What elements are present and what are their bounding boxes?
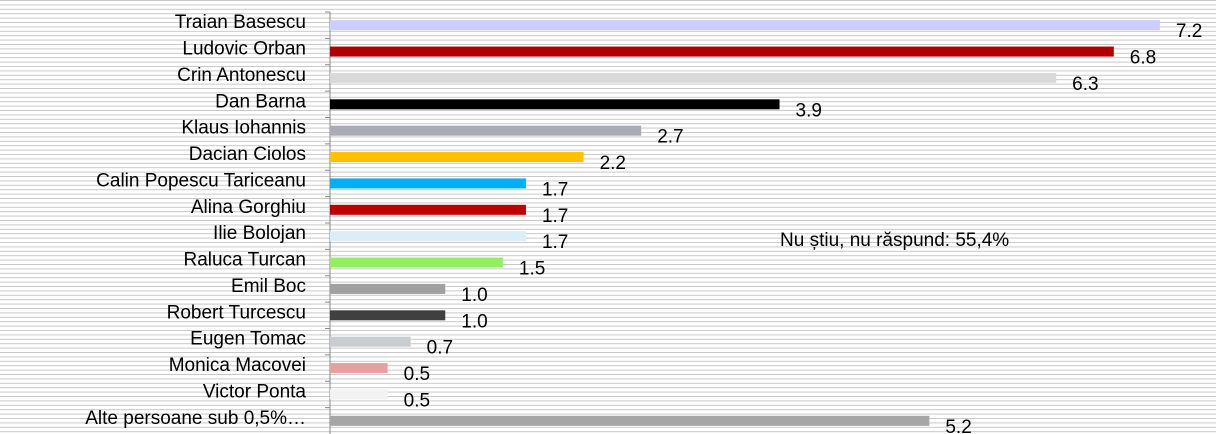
y-tick-label: Calin Popescu Tariceanu bbox=[96, 170, 306, 191]
value-label: 1.7 bbox=[542, 179, 568, 200]
y-tick-label: Ilie Bolojan bbox=[213, 223, 306, 244]
bar bbox=[330, 363, 388, 374]
y-tick-label: Alina Gorghiu bbox=[191, 197, 306, 218]
y-tick-label: Traian Basescu bbox=[175, 12, 306, 33]
y-tick-label: Victor Ponta bbox=[203, 381, 307, 402]
y-tick-label: Emil Boc bbox=[231, 276, 306, 297]
value-label: 1.7 bbox=[542, 206, 568, 227]
y-tick-label: Eugen Tomac bbox=[190, 329, 306, 350]
value-label: 6.8 bbox=[1130, 48, 1156, 69]
bar bbox=[330, 125, 642, 136]
bar bbox=[330, 336, 411, 347]
bar bbox=[330, 283, 446, 294]
y-tick-label: Alte persoane sub 0,5%… bbox=[85, 408, 306, 429]
value-label: 2.7 bbox=[657, 127, 683, 148]
y-tick-label: Robert Turcescu bbox=[167, 302, 306, 323]
value-label: 5.2 bbox=[945, 417, 971, 434]
bar bbox=[330, 20, 1160, 31]
bar bbox=[330, 152, 584, 163]
bar bbox=[330, 231, 526, 242]
value-label: 0.5 bbox=[404, 364, 430, 385]
value-label: 0.7 bbox=[427, 338, 453, 359]
bar bbox=[330, 178, 526, 189]
value-label: 2.2 bbox=[600, 153, 626, 174]
bar bbox=[330, 46, 1114, 57]
value-label: 1.5 bbox=[519, 259, 545, 280]
annotation: Nu știu, nu răspund: 55,4% bbox=[780, 230, 1009, 251]
bar bbox=[330, 389, 388, 400]
bar bbox=[330, 99, 780, 110]
bar bbox=[330, 257, 503, 268]
bar bbox=[330, 72, 1057, 83]
value-label: 6.3 bbox=[1072, 74, 1098, 95]
y-tick-label: Raluca Turcan bbox=[183, 250, 306, 271]
bar bbox=[330, 204, 526, 215]
bar bbox=[330, 310, 446, 321]
value-label: 1.0 bbox=[461, 311, 487, 332]
value-label: 7.2 bbox=[1176, 21, 1202, 42]
y-tick-label: Crin Antonescu bbox=[177, 65, 306, 86]
value-label: 3.9 bbox=[796, 100, 822, 121]
y-tick-label: Monica Macovei bbox=[169, 355, 306, 376]
y-tick-label: Klaus Iohannis bbox=[181, 118, 306, 139]
value-label: 1.7 bbox=[542, 232, 568, 253]
y-tick-label: Dacian Ciolos bbox=[189, 144, 306, 165]
y-tick-label: Dan Barna bbox=[215, 91, 306, 112]
value-label: 0.5 bbox=[404, 390, 430, 411]
y-tick-label: Ludovic Orban bbox=[182, 39, 306, 60]
value-label: 1.0 bbox=[461, 285, 487, 306]
bar bbox=[330, 415, 930, 426]
